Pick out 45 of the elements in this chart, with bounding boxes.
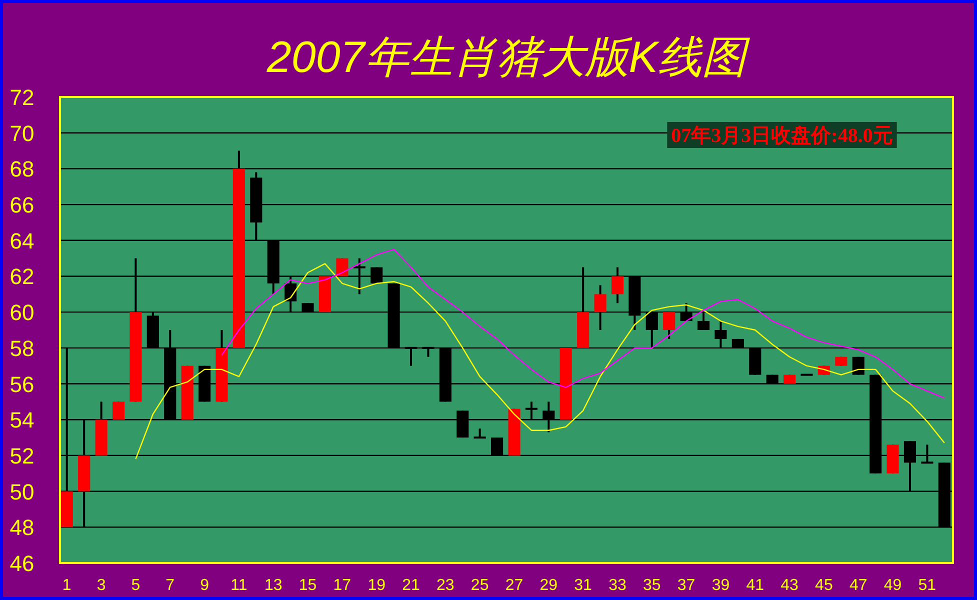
y-tick-label: 68 [10,156,34,182]
x-tick-label: 25 [470,577,489,594]
x-tick-label: 27 [505,577,524,594]
y-tick-label: 56 [10,372,34,397]
line-series [221,248,945,399]
x-tick-label: 35 [642,577,661,594]
x-tick-label: 7 [166,577,175,594]
x-tick-label: 21 [402,577,420,594]
x-tick-label: 45 [815,577,833,594]
y-tick-label: 48 [10,515,34,540]
x-tick-label: 3 [96,577,106,594]
chart-title: 2007年生肖猪大版K线图 [266,33,752,82]
x-tick-label: 1 [62,577,72,594]
y-tick-label: 50 [10,479,34,504]
y-tick-label: 60 [10,300,34,326]
x-tick-label: 23 [436,577,454,594]
x-tick-label: 29 [540,577,558,594]
x-tick-label: 49 [884,577,902,594]
x-tick-label: 11 [230,577,248,594]
candlestick [852,356,864,376]
x-tick-label: 39 [712,577,730,594]
x-tick-label: 47 [849,577,868,594]
y-tick-label: 54 [10,408,34,433]
y-tick-label: 62 [10,264,34,290]
x-tick-label: 51 [918,577,936,594]
x-tick-label: 5 [131,577,140,594]
x-tick-label: 33 [608,577,626,594]
x-tick-label: 13 [264,577,282,594]
x-tick-label: 31 [574,577,592,594]
x-tick-label: 43 [780,577,799,594]
x-tick-label: 15 [298,577,317,594]
x-tick-label: 37 [677,577,696,594]
y-tick-label: 64 [10,228,34,254]
x-tick-label: 9 [200,577,210,594]
y-tick-label: 52 [10,443,34,468]
line-series [135,263,945,460]
x-tick-label: 19 [368,577,386,594]
y-tick-label: 46 [10,551,34,576]
y-tick-label: 58 [10,336,34,361]
x-tick-label: 41 [746,577,764,594]
y-tick-label: 66 [10,192,34,218]
x-tick-label: 17 [333,577,352,594]
y-tick-label: 72 [10,85,34,110]
annotation: 07年3月3日收盘价:48.0元 [671,125,893,147]
y-tick-label: 70 [10,120,34,146]
